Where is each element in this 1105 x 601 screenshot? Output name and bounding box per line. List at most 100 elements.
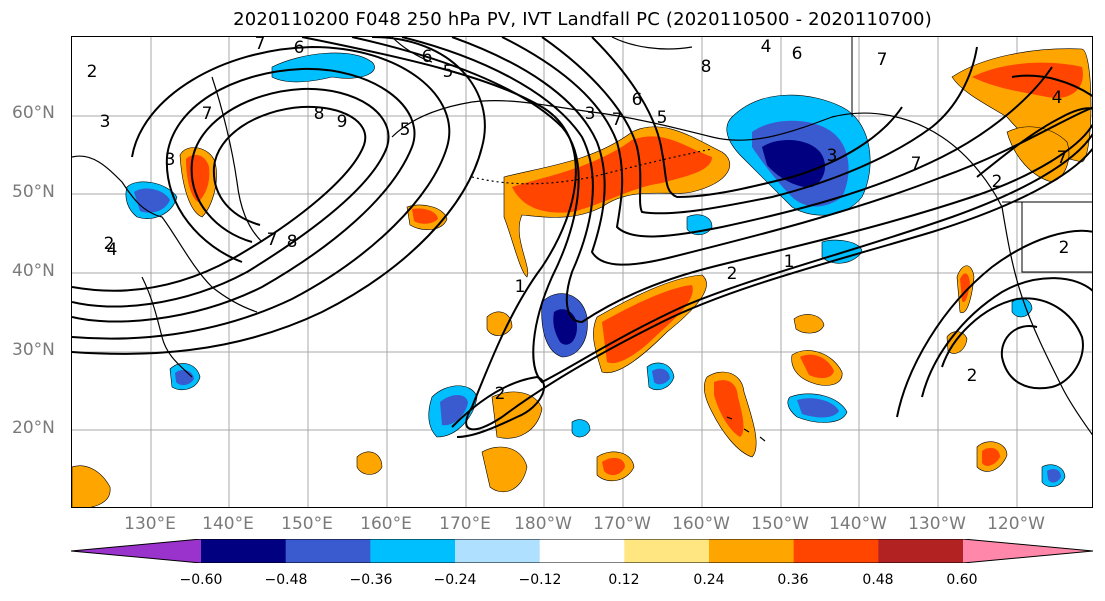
colorbar xyxy=(71,539,1093,563)
contour-label: 3 xyxy=(100,112,111,132)
contour-label: 5 xyxy=(400,120,411,140)
contour-label: 6 xyxy=(422,47,433,67)
contour-label: 1 xyxy=(784,252,795,272)
colorbar-segment xyxy=(370,539,456,563)
contour-label: 2 xyxy=(727,264,738,284)
contour-label: 7 xyxy=(612,110,623,130)
contour-line xyxy=(976,107,1092,178)
coast-aleutians xyxy=(471,148,713,185)
contour-label: 4 xyxy=(107,240,118,260)
lon-label: 130°W xyxy=(908,514,966,534)
colorbar-tick: 0.48 xyxy=(862,572,894,588)
coast-arctic xyxy=(391,37,693,63)
colorbar-segment xyxy=(793,539,879,563)
contour-label: 2 xyxy=(992,172,1003,192)
shade-positive xyxy=(972,62,1083,98)
colorbar-segment xyxy=(539,539,625,563)
map-panel: 2 7 6 3 4 7 8 9 5 2 3 7 8 6 5 8 3 7 6 5 … xyxy=(71,36,1093,508)
colorbar-segment xyxy=(201,539,287,563)
contour-line xyxy=(451,375,546,438)
lon-label: 150°E xyxy=(281,514,333,534)
contour-label: 4 xyxy=(1052,88,1063,108)
shade-negative xyxy=(797,398,839,418)
contour-label: 7 xyxy=(255,37,266,54)
colorbar-segment xyxy=(71,539,201,563)
lon-label: 150°W xyxy=(751,514,809,534)
coast-alaska xyxy=(391,100,1003,208)
lat-label: 30°N xyxy=(12,340,55,360)
contour-label: 7 xyxy=(202,104,213,124)
coast-kamchatka xyxy=(211,76,263,243)
coast-japan xyxy=(141,276,193,378)
contour-label: 5 xyxy=(657,108,668,128)
contour-label: 8 xyxy=(314,104,325,124)
lon-label: 140°W xyxy=(829,514,887,534)
contour-label: 6 xyxy=(632,90,643,110)
colorbar-segment xyxy=(624,539,710,563)
lon-label: 160°W xyxy=(672,514,730,534)
contour-label: 2 xyxy=(1059,238,1070,258)
contour-label: 3 xyxy=(827,146,838,166)
contour-label: 4 xyxy=(761,37,772,57)
lon-label: 120°W xyxy=(987,514,1045,534)
contour-label: 2 xyxy=(87,62,98,82)
contour-label: 7 xyxy=(1057,148,1068,168)
map-svg: 2 7 6 3 4 7 8 9 5 2 3 7 8 6 5 8 3 7 6 5 … xyxy=(72,37,1092,507)
contour-line xyxy=(451,37,1092,266)
shade-negative xyxy=(1011,298,1033,318)
coastlines xyxy=(72,37,1092,442)
shade-positive xyxy=(412,208,438,224)
contour-label: 3 xyxy=(585,104,596,124)
contour-label: 2 xyxy=(104,234,115,254)
colorbar-segment xyxy=(285,539,371,563)
borders xyxy=(851,37,1092,273)
contour-line xyxy=(541,37,978,215)
shade-negative xyxy=(652,368,670,385)
contour-line xyxy=(72,105,367,292)
contour-label: 6 xyxy=(792,44,803,64)
lat-label: 50°N xyxy=(12,182,55,202)
contour-line xyxy=(72,45,451,340)
colorbar-segment xyxy=(963,539,1093,563)
contour-line xyxy=(401,37,1092,324)
contour-line xyxy=(72,67,416,323)
contour-line xyxy=(351,37,1092,384)
colorbar-tick: 0.60 xyxy=(946,572,978,588)
lon-label: 180°W xyxy=(514,514,572,534)
contour-label: 2 xyxy=(495,384,506,404)
colorbar-segments xyxy=(71,539,1093,563)
lon-label: 170°W xyxy=(593,514,651,534)
shade-positive xyxy=(356,451,383,475)
shade-positive xyxy=(491,391,543,439)
contour-line xyxy=(72,87,390,308)
shade-positive xyxy=(602,457,625,476)
contour-line xyxy=(591,37,903,199)
shade-positive xyxy=(982,447,1000,466)
contour-label: 9 xyxy=(337,112,348,132)
shade-negative xyxy=(762,140,826,188)
colorbar-tick: −0.36 xyxy=(349,572,393,588)
colorbar-tick: −0.60 xyxy=(179,572,223,588)
shade-positive xyxy=(800,354,834,379)
contour-label: 5 xyxy=(443,62,454,82)
colorbar-segment xyxy=(709,539,795,563)
colorbar-tick: −0.12 xyxy=(518,572,562,588)
contour-label: 7 xyxy=(877,50,888,70)
map-title: 2020110200 F048 250 hPa PV, IVT Landfall… xyxy=(233,9,932,30)
shade-negative xyxy=(440,394,468,426)
colorbar-segment xyxy=(878,539,964,563)
border-line xyxy=(1021,202,1092,273)
lon-label: 160°E xyxy=(360,514,412,534)
contour-label: 3 xyxy=(165,150,176,170)
contour-line xyxy=(941,297,1084,390)
contour-label: 8 xyxy=(701,57,712,77)
colorbar-tick: −0.48 xyxy=(264,572,308,588)
contour-line xyxy=(301,37,1092,431)
contour-line xyxy=(896,229,1092,418)
shade-positive xyxy=(72,465,111,507)
lon-label: 130°E xyxy=(124,514,176,534)
colorbar-tick: 0.12 xyxy=(608,572,640,588)
colorbar-tick: 0.24 xyxy=(693,572,725,588)
contour-line xyxy=(1011,74,1092,97)
colorbar-tick: −0.24 xyxy=(433,572,477,588)
